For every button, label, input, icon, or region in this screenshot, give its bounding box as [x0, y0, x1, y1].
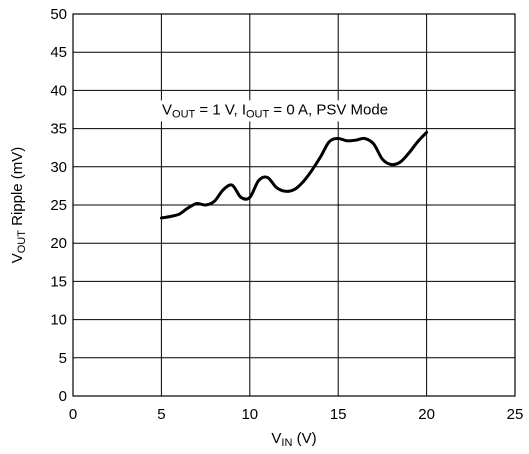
- x-axis-title-main: V: [271, 430, 281, 447]
- y-axis-title: VOUT Ripple (mV): [9, 147, 28, 264]
- x-tick-label: 25: [507, 406, 524, 423]
- series: [159, 130, 429, 220]
- y-tick-label: 30: [50, 159, 67, 176]
- annotation-background: [160, 100, 391, 122]
- annotation-subscript: OUT: [246, 108, 270, 120]
- annotation-text: = 0 A, PSV Mode: [269, 101, 388, 118]
- x-axis-title-sub: IN: [281, 437, 292, 449]
- x-axis-title: VIN (V): [271, 430, 316, 449]
- y-tick-label: 45: [50, 44, 67, 61]
- y-tick-label: 15: [50, 273, 67, 290]
- y-axis-title-suffix: Ripple (mV): [9, 147, 26, 230]
- y-axis-title-sub: OUT: [16, 230, 28, 254]
- x-tick-label: 20: [418, 406, 435, 423]
- y-tick-label: 5: [59, 350, 67, 367]
- x-tick-label: 5: [157, 406, 165, 423]
- y-tick-label: 50: [50, 6, 67, 23]
- x-tick-labels: 0 5 10 15 20 25: [69, 406, 524, 423]
- grid: [73, 14, 515, 396]
- annotation-subscript: OUT: [172, 108, 196, 120]
- annotation-text: = 1 V, I: [195, 101, 246, 118]
- plot-frame: [72, 13, 516, 397]
- y-tick-label: 10: [50, 312, 67, 329]
- y-axis-title-main: V: [9, 253, 26, 263]
- y-tick-label: 35: [50, 121, 67, 138]
- y-tick-label: 25: [50, 197, 67, 214]
- y-tick-label: 20: [50, 235, 67, 252]
- annotation: VOUT = 1 V, IOUT = 0 A, PSV Mode: [162, 101, 388, 120]
- y-tick-labels: 0 5 10 15 20 25 30 35 40 45 50: [50, 6, 67, 405]
- y-tick-label: 40: [50, 82, 67, 99]
- annotation-text: V: [162, 101, 172, 118]
- y-tick-label: 0: [59, 388, 67, 405]
- x-tick-label: 15: [330, 406, 347, 423]
- series-line: [159, 130, 429, 220]
- x-tick-label: 10: [241, 406, 258, 423]
- x-tick-label: 0: [69, 406, 77, 423]
- x-axis-title-suffix: (V): [292, 430, 316, 447]
